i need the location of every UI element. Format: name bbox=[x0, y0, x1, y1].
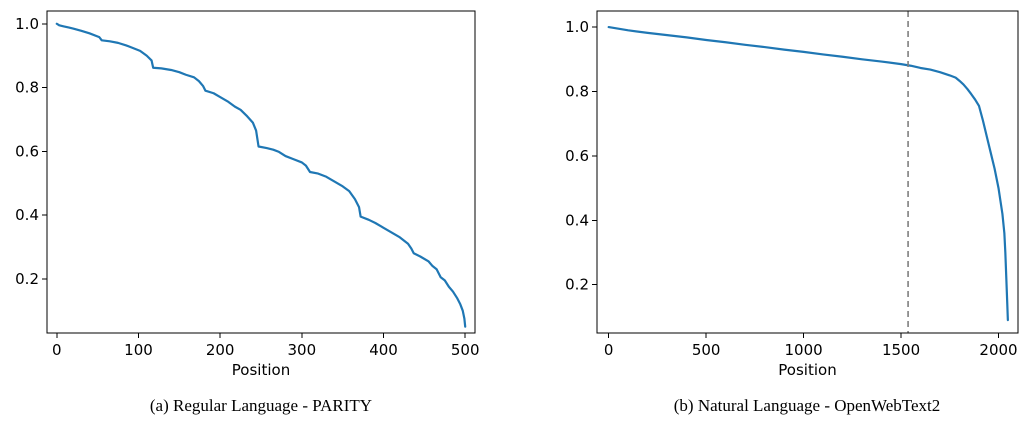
x-tick-label: 0 bbox=[52, 341, 62, 359]
y-tick-label: 0.2 bbox=[565, 276, 589, 294]
y-tick-label: 0.8 bbox=[15, 79, 39, 97]
x-tick-label: 1500 bbox=[882, 341, 920, 359]
y-tick-label: 0.2 bbox=[15, 270, 39, 288]
x-tick-label: 500 bbox=[692, 341, 721, 359]
y-tick-label: 0.4 bbox=[565, 211, 589, 229]
plot-frame bbox=[46, 10, 476, 334]
x-tick-label: 2000 bbox=[979, 341, 1017, 359]
y-tick-label: 1.0 bbox=[15, 15, 39, 33]
x-tick-label: 300 bbox=[288, 341, 317, 359]
y-tick-label: 1.0 bbox=[565, 18, 589, 36]
x-tick-label: 400 bbox=[369, 341, 398, 359]
y-tick-label: 0.6 bbox=[15, 142, 39, 160]
plot-frame bbox=[596, 10, 1019, 334]
x-tick-label: 1000 bbox=[785, 341, 823, 359]
series-line-0 bbox=[55, 22, 467, 328]
chart-caption: (a) Regular Language - PARITY bbox=[150, 396, 372, 415]
x-axis-label: Position bbox=[778, 361, 836, 379]
x-tick-label: 100 bbox=[124, 341, 153, 359]
chart-panel-b: 0 500 1000 1500 2000 0.2 0.4 0.6 0.8 1.0 Position (… bbox=[565, 10, 1019, 415]
chart-caption: (b) Natural Language - OpenWebText2 bbox=[674, 396, 941, 415]
x-tick-label: 0 bbox=[604, 341, 614, 359]
x-tick-label: 500 bbox=[451, 341, 480, 359]
y-tick-label: 0.6 bbox=[565, 147, 589, 165]
x-tick-label: 200 bbox=[206, 341, 235, 359]
chart-panel-a: 0 100 200 300 400 500 0.2 0.4 0.6 0.8 1.0 Position (… bbox=[15, 10, 480, 415]
y-tick-label: 0.8 bbox=[565, 83, 589, 101]
y-tick-label: 0.4 bbox=[15, 206, 39, 224]
x-axis-label: Position bbox=[232, 361, 290, 379]
series-line-0 bbox=[607, 26, 1009, 322]
